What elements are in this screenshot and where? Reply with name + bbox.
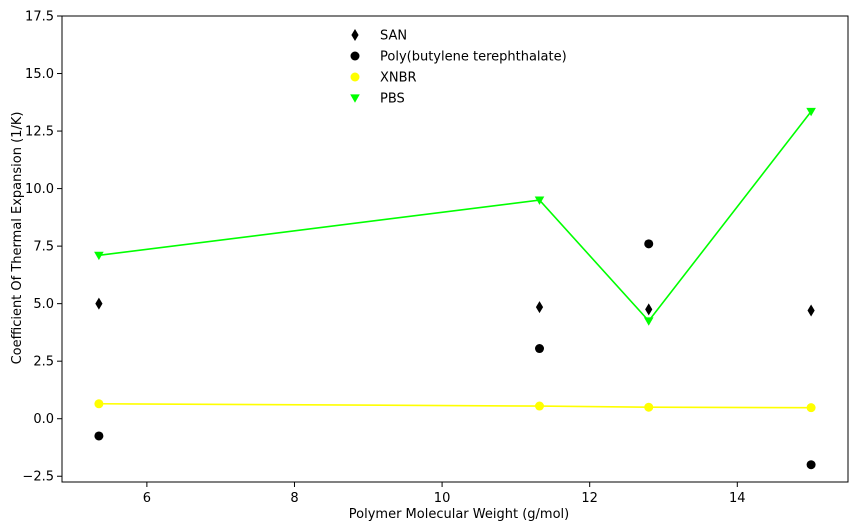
y-tick-label-5: 10.0 — [25, 182, 54, 197]
data-point-s0-3 — [807, 304, 815, 317]
data-point-s2-1 — [535, 401, 545, 411]
data-point-s3-1 — [534, 196, 545, 205]
data-point-s2-0 — [94, 399, 104, 409]
y-tick-label-8: 17.5 — [25, 10, 54, 25]
data-point-s3-3 — [806, 107, 816, 117]
x-tick-label-1: 8 — [290, 491, 298, 506]
legend: SAN Poly(butylene terephthalate) XNBR PBS — [350, 29, 567, 107]
data-point-s1-1 — [535, 344, 545, 354]
data-point-s1-0 — [94, 431, 104, 441]
y-tick-label-3: 5.0 — [33, 297, 54, 312]
y-tick-label-2: 2.5 — [33, 355, 54, 370]
legend-label-0: SAN — [380, 29, 407, 44]
x-axis-title: Polymer Molecular Weight (g/mol) — [349, 507, 569, 522]
y-tick-label-6: 12.5 — [25, 125, 54, 140]
legend-label-3: PBS — [380, 92, 405, 107]
plot-area — [94, 107, 816, 470]
legend-marker-3 — [350, 94, 360, 103]
series-line-3 — [98, 111, 812, 323]
data-point-s0-2 — [645, 303, 653, 316]
y-tick-label-4: 7.5 — [33, 240, 54, 255]
y-tick-label-0: −2.5 — [22, 470, 54, 485]
data-point-s1-2 — [644, 239, 654, 249]
data-point-s2-3 — [806, 403, 816, 413]
y-tick-label-1: 0.0 — [33, 412, 54, 427]
y-tick-label-7: 15.0 — [25, 67, 54, 82]
data-point-s2-2 — [644, 402, 654, 412]
x-tick-label-0: 6 — [143, 491, 151, 506]
legend-marker-2 — [350, 72, 360, 82]
x-tick-label-2: 10 — [434, 491, 451, 506]
y-axis-title: Coefficient Of Thermal Expansion (1/K) — [10, 112, 25, 365]
series-line-2 — [98, 402, 812, 409]
plot-frame — [61, 15, 849, 483]
axes: 6 8 10 12 14 −2.5 0.0 2.5 5.0 7.5 10.0 12.5 15.0 17.5 — [22, 10, 849, 506]
data-point-s0-1 — [535, 301, 544, 314]
data-point-s3-2 — [643, 317, 654, 326]
data-point-s3-0 — [94, 251, 104, 261]
legend-label-1: Poly(butylene terephthalate) — [380, 50, 567, 65]
legend-marker-0 — [351, 29, 359, 41]
data-point-s0-0 — [95, 297, 103, 310]
x-tick-label-3: 12 — [581, 491, 598, 506]
legend-label-2: XNBR — [380, 71, 417, 86]
data-point-s1-3 — [806, 460, 816, 470]
x-tick-label-4: 14 — [729, 491, 746, 506]
legend-marker-1 — [350, 51, 360, 61]
